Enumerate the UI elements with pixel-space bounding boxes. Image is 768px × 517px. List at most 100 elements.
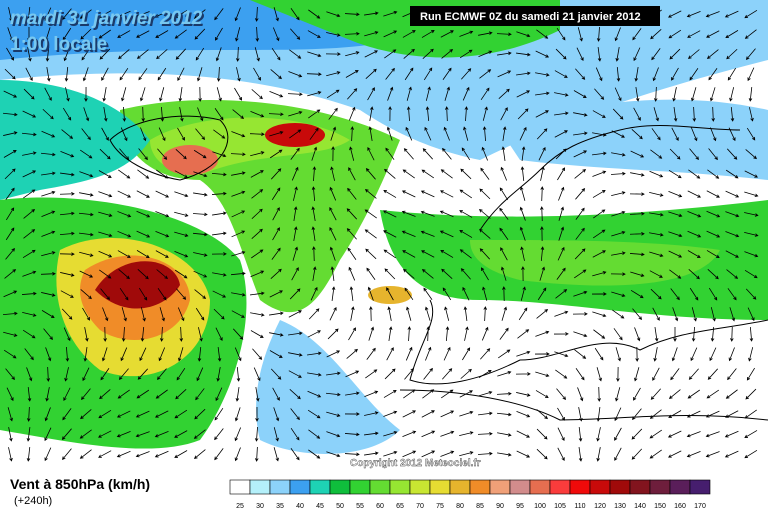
- wind-arrow: [270, 69, 282, 80]
- wind-arrow: [2, 112, 18, 117]
- wind-arrow: [612, 108, 624, 120]
- wind-arrow: [668, 250, 683, 258]
- wind-arrow: [159, 87, 165, 102]
- wind-arrow: [135, 431, 150, 438]
- wind-arrow: [497, 51, 512, 56]
- wind-arrow: [634, 367, 640, 382]
- wind-arrow: [706, 230, 721, 238]
- wind-zone: [265, 123, 325, 147]
- legend-label: 70: [416, 503, 424, 510]
- wind-arrow: [501, 146, 506, 161]
- date-shadow: mardi 31 janvier 2012: [12, 10, 205, 31]
- wind-arrow: [724, 430, 739, 438]
- wind-arrow: [155, 389, 168, 399]
- wind-arrow: [481, 146, 488, 161]
- wind-arrow: [464, 326, 469, 341]
- wind-arrow: [425, 346, 432, 361]
- wind-arrow: [121, 87, 127, 102]
- wind-arrow: [706, 210, 721, 218]
- legend-label: 120: [594, 503, 606, 510]
- wind-arrow: [594, 88, 605, 100]
- wind-arrow: [516, 430, 530, 438]
- wind-arrow: [649, 212, 664, 217]
- wind-arrow: [174, 409, 188, 419]
- wind-arrow: [231, 190, 246, 197]
- wind-arrow: [557, 167, 566, 181]
- wind-arrow: [309, 127, 319, 140]
- wind-arrow: [211, 172, 227, 177]
- wind-arrow: [387, 306, 392, 321]
- wind-arrow: [137, 169, 150, 179]
- wind-arrow: [668, 170, 682, 179]
- wind-arrow: [287, 92, 303, 97]
- wind-arrow: [577, 27, 583, 42]
- legend-label: 110: [574, 503, 585, 510]
- wind-arrow: [80, 289, 92, 300]
- wind-arrow: [383, 249, 397, 259]
- wind-arrow: [157, 287, 167, 301]
- legend-swatch: [649, 479, 671, 495]
- wind-arrow: [310, 286, 318, 301]
- wind-arrow: [8, 7, 13, 22]
- wind-arrow: [346, 208, 358, 220]
- wind-arrow: [250, 170, 264, 178]
- wind-arrow: [614, 27, 621, 42]
- wind-arrow: [98, 450, 112, 458]
- wind-arrow: [611, 230, 626, 237]
- wind-arrow: [667, 10, 682, 18]
- wind-arrow: [577, 387, 584, 402]
- legend-swatch: [229, 479, 251, 495]
- wind-arrow: [502, 286, 506, 302]
- wind-arrow: [692, 106, 697, 122]
- wind-arrow: [366, 267, 376, 280]
- wind-arrow: [535, 390, 549, 399]
- wind-arrow: [364, 451, 379, 456]
- wind-arrow: [325, 52, 341, 56]
- wind-arrow: [611, 152, 626, 157]
- wind-arrow: [175, 388, 187, 400]
- wind-arrow: [744, 29, 757, 39]
- wind-arrow: [706, 49, 719, 59]
- wind-arrow: [554, 111, 569, 116]
- wind-arrow: [79, 251, 94, 257]
- wind-arrow: [744, 212, 759, 217]
- wind-arrow: [154, 450, 169, 458]
- wind-arrow: [61, 308, 73, 320]
- wind-arrow: [231, 310, 245, 318]
- wind-arrow: [669, 269, 682, 279]
- wind-arrow: [516, 392, 531, 397]
- wind-arrow: [629, 232, 645, 236]
- wind-arrow: [135, 11, 150, 18]
- legend-label: 35: [276, 503, 284, 510]
- wind-arrow: [669, 148, 681, 160]
- wind-arrow: [632, 408, 642, 421]
- wind-arrow: [231, 250, 246, 257]
- wind-arrow: [5, 247, 15, 260]
- wind-arrow: [573, 150, 588, 158]
- wind-arrow: [26, 367, 33, 382]
- wind-arrow: [691, 87, 697, 102]
- wind-arrow: [727, 288, 737, 301]
- wind-arrow: [613, 328, 623, 341]
- wind-arrow: [464, 106, 469, 122]
- wind-arrow: [41, 190, 56, 197]
- wind-arrow: [690, 127, 698, 142]
- wind-arrow: [747, 67, 755, 82]
- wind-arrow: [520, 186, 526, 201]
- wind-arrow: [83, 347, 88, 362]
- wind-arrow: [350, 126, 355, 142]
- wind-arrow: [670, 288, 680, 301]
- wind-arrow: [120, 127, 128, 142]
- wind-arrow: [440, 250, 454, 258]
- wind-arrow: [709, 87, 716, 102]
- wind-arrow: [270, 268, 282, 280]
- wind-arrow: [667, 430, 682, 438]
- wind-arrow: [290, 8, 300, 21]
- wind-arrow: [424, 126, 432, 141]
- wind-arrow: [100, 368, 110, 381]
- wind-arrow: [687, 30, 701, 38]
- wind-arrow: [194, 28, 206, 40]
- wind-arrow: [62, 448, 72, 461]
- wind-arrow: [536, 128, 548, 140]
- wind-arrow: [346, 348, 358, 359]
